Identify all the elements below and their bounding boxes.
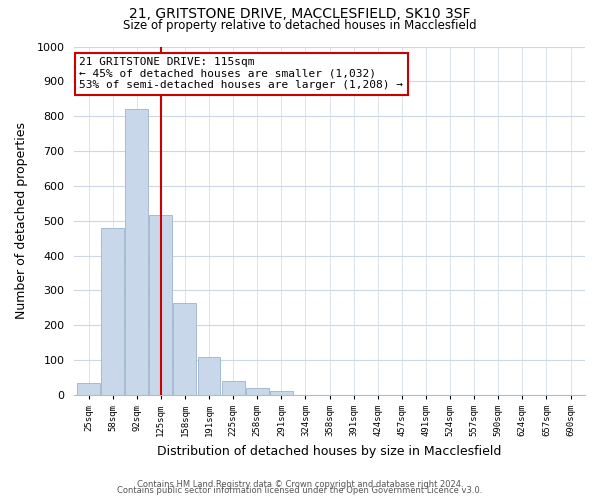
Bar bbox=[270, 392, 293, 395]
Bar bbox=[246, 388, 269, 395]
Y-axis label: Number of detached properties: Number of detached properties bbox=[15, 122, 28, 319]
Bar bbox=[173, 302, 196, 395]
Bar bbox=[149, 216, 172, 395]
Bar bbox=[77, 382, 100, 395]
Text: Contains public sector information licensed under the Open Government Licence v3: Contains public sector information licen… bbox=[118, 486, 482, 495]
Bar bbox=[125, 109, 148, 395]
Text: Contains HM Land Registry data © Crown copyright and database right 2024.: Contains HM Land Registry data © Crown c… bbox=[137, 480, 463, 489]
Bar bbox=[101, 228, 124, 395]
Text: 21, GRITSTONE DRIVE, MACCLESFIELD, SK10 3SF: 21, GRITSTONE DRIVE, MACCLESFIELD, SK10 … bbox=[129, 8, 471, 22]
Text: 21 GRITSTONE DRIVE: 115sqm
← 45% of detached houses are smaller (1,032)
53% of s: 21 GRITSTONE DRIVE: 115sqm ← 45% of deta… bbox=[79, 57, 403, 90]
Bar bbox=[197, 356, 220, 395]
Text: Size of property relative to detached houses in Macclesfield: Size of property relative to detached ho… bbox=[123, 19, 477, 32]
Bar bbox=[221, 381, 245, 395]
X-axis label: Distribution of detached houses by size in Macclesfield: Distribution of detached houses by size … bbox=[157, 444, 502, 458]
